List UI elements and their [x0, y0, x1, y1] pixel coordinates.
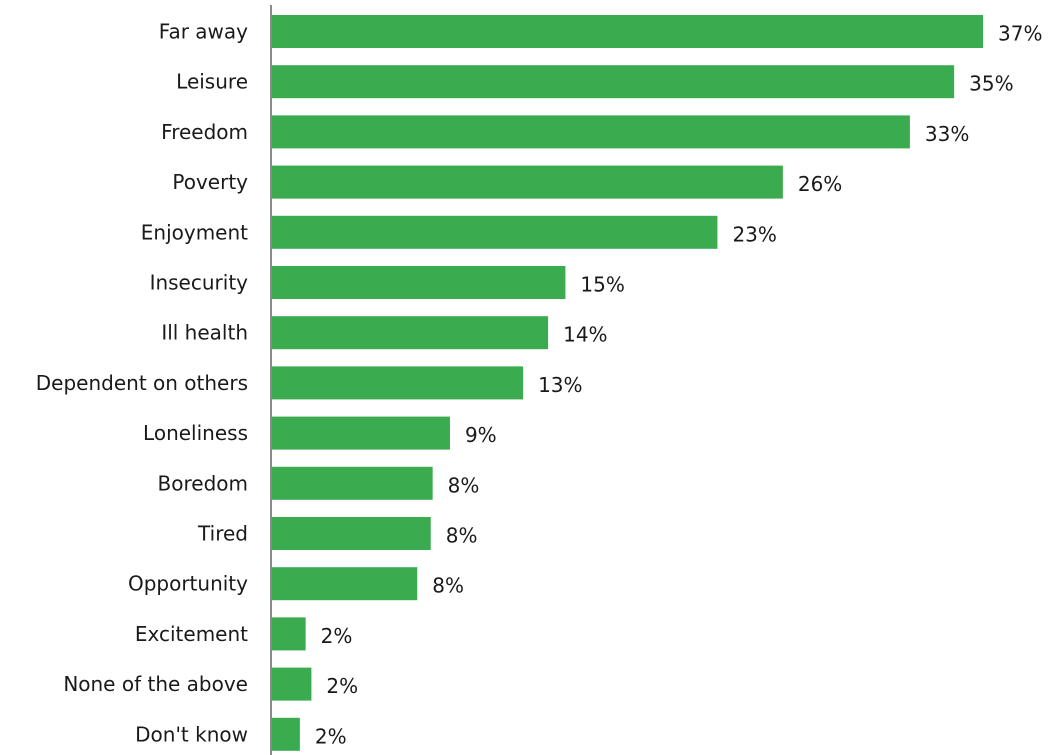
value-label: 33%: [925, 122, 969, 146]
bar-leisure: [271, 65, 955, 99]
bar-loneliness: [271, 416, 450, 450]
value-label: 9%: [465, 423, 497, 447]
value-label: 2%: [321, 624, 353, 648]
bar-insecurity: [271, 266, 566, 299]
value-label: 2%: [326, 674, 358, 698]
bar-excitement: [271, 617, 306, 651]
category-label: Dependent on others: [36, 371, 248, 395]
bar-ill-health: [271, 316, 549, 350]
value-label: 15%: [580, 273, 624, 297]
value-label: 26%: [798, 172, 842, 196]
category-label: Insecurity: [150, 271, 249, 295]
value-label: 13%: [538, 373, 582, 397]
bar-far-away: [271, 15, 983, 48]
category-label: Enjoyment: [141, 220, 248, 244]
value-labels: 37% 35% 33% 26% 23% 15% 14% 13% 9% 8% 8% 8% 2% 2% 2%: [315, 22, 1043, 749]
bar-tired: [271, 517, 431, 550]
bar-freedom: [271, 115, 910, 149]
category-label: Leisure: [176, 70, 248, 94]
value-label: 37%: [998, 22, 1042, 46]
bar-none-of-the-above: [271, 667, 312, 701]
value-label: 8%: [448, 473, 480, 497]
value-label: 14%: [563, 323, 607, 347]
category-label: Opportunity: [128, 572, 248, 596]
bar-enjoyment: [271, 215, 718, 249]
value-label: 35%: [969, 72, 1013, 96]
category-label: Loneliness: [143, 421, 248, 445]
value-label: 8%: [432, 574, 464, 598]
category-label: Boredom: [158, 471, 248, 495]
value-label: 2%: [315, 724, 347, 748]
value-label: 8%: [446, 524, 478, 548]
bar-don-t-know: [271, 717, 300, 751]
category-label: Don't know: [135, 722, 248, 746]
bar-boredom: [271, 466, 433, 500]
bar-poverty: [271, 165, 783, 199]
category-label: Far away: [159, 20, 248, 44]
category-label: Excitement: [135, 622, 248, 646]
value-label: 23%: [732, 222, 776, 246]
category-label: None of the above: [63, 672, 248, 696]
bar-dependent-on-others: [271, 366, 524, 400]
category-label: Tired: [197, 522, 248, 546]
category-label: Ill health: [161, 321, 248, 345]
bar-group: [271, 15, 983, 751]
bar-opportunity: [271, 567, 418, 601]
category-labels: Far away Leisure Freedom Poverty Enjoyment In…: [36, 20, 248, 747]
category-label: Freedom: [161, 120, 248, 144]
category-label: Poverty: [172, 170, 248, 194]
